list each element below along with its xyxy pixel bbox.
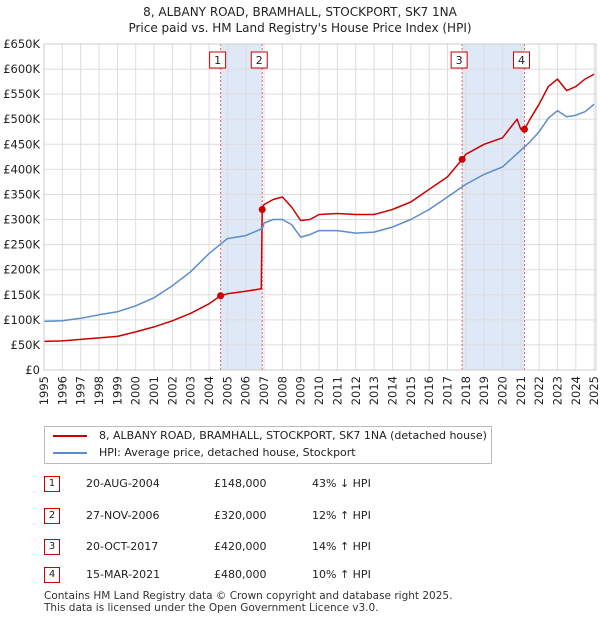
sale-point (258, 206, 266, 214)
shaded-period (462, 44, 525, 370)
transaction-date: 15-MAR-2021 (86, 568, 161, 581)
sale-number-box (209, 51, 227, 69)
sale-number-box (512, 51, 530, 69)
x-tick-label: 2006 (239, 376, 253, 405)
x-tick-label: 1999 (110, 376, 124, 405)
y-tick-label: £250K (3, 238, 40, 252)
sale-number-label: 3 (456, 54, 463, 67)
x-tick-label: 2024 (569, 376, 583, 405)
sale-point (458, 155, 466, 163)
y-tick-label: £400K (3, 162, 40, 176)
transaction-hpi-diff: 43% ↓ HPI (312, 477, 371, 490)
x-tick-label: 2025 (587, 376, 600, 405)
transaction-date: 20-OCT-2017 (86, 540, 159, 553)
legend-label-hpi: HPI: Average price, detached house, Stoc… (99, 446, 356, 459)
x-tick-label: 2020 (495, 376, 509, 405)
legend-swatch-property (53, 435, 87, 437)
transaction-hpi-diff: 14% ↑ HPI (312, 540, 371, 553)
transaction-hpi-diff: 10% ↑ HPI (312, 568, 371, 581)
sale-number-box (450, 51, 468, 69)
x-tick-label: 2021 (514, 376, 528, 405)
transaction-row: 4 15-MAR-2021 £480,000 10% ↑ HPI (0, 566, 600, 584)
x-tick-label: 2001 (147, 376, 161, 405)
transaction-hpi-diff: 12% ↑ HPI (312, 509, 371, 522)
transaction-price: £480,000 (214, 568, 267, 581)
y-tick-label: £100K (3, 313, 40, 327)
sale-number-label: 4 (518, 54, 525, 67)
sale-number-label: 1 (214, 54, 221, 67)
x-tick-label: 2008 (275, 376, 289, 405)
x-tick-label: 2007 (257, 376, 271, 405)
x-tick-label: 1996 (55, 376, 69, 405)
transaction-number-badge: 4 (44, 567, 60, 583)
x-tick-label: 2018 (459, 376, 473, 405)
y-tick-label: £350K (3, 187, 40, 201)
y-tick-label: £450K (3, 137, 40, 151)
sale-number-label: 2 (256, 54, 263, 67)
transaction-number-badge: 1 (44, 476, 60, 492)
x-tick-label: 2016 (422, 376, 436, 405)
y-tick-label: £600K (3, 62, 40, 76)
y-tick-label: £150K (3, 288, 40, 302)
y-tick-label: £200K (3, 263, 40, 277)
sale-point (520, 125, 528, 133)
x-tick-label: 2023 (550, 376, 564, 405)
footer-copyright: Contains HM Land Registry data © Crown c… (44, 590, 452, 614)
legend-label-property: 8, ALBANY ROAD, BRAMHALL, STOCKPORT, SK7… (99, 429, 487, 442)
x-tick-label: 2009 (294, 376, 308, 405)
x-tick-label: 2019 (477, 376, 491, 405)
price-chart: £0 £50K £100K £150K £200K £250K £300K £350K £400… (3, 37, 600, 405)
y-tick-label: £50K (11, 338, 41, 352)
chart-title-line1: 8, ALBANY ROAD, BRAMHALL, STOCKPORT, SK7… (143, 5, 457, 19)
y-tick-label: £0 (25, 363, 40, 377)
transaction-date: 20-AUG-2004 (86, 477, 160, 490)
y-tick-label: £300K (3, 213, 40, 227)
transaction-price: £420,000 (214, 540, 267, 553)
legend-swatch-hpi (53, 452, 87, 454)
x-tick-label: 2015 (404, 376, 418, 405)
x-tick-label: 2017 (440, 376, 454, 405)
transaction-row: 1 20-AUG-2004 £148,000 43% ↓ HPI (0, 475, 600, 493)
x-tick-label: 2013 (367, 376, 381, 405)
x-tick-label: 2022 (532, 376, 546, 405)
property-price-line (43, 73, 595, 343)
x-tick-label: 2005 (220, 376, 234, 405)
transaction-number-badge: 3 (44, 539, 60, 555)
footer-line-2: This data is licensed under the Open Gov… (44, 602, 379, 614)
transaction-row: 2 27-NOV-2006 £320,000 12% ↑ HPI (0, 507, 600, 525)
sale-number-box (250, 51, 268, 69)
plot-frame (43, 43, 597, 371)
hpi-line (43, 103, 595, 323)
transaction-row: 3 20-OCT-2017 £420,000 14% ↑ HPI (0, 538, 600, 556)
x-tick-label: 2004 (202, 376, 216, 405)
x-tick-label: 1995 (37, 376, 51, 405)
transaction-price: £148,000 (214, 477, 267, 490)
transaction-number-badge: 2 (44, 508, 60, 524)
footer-line-1: Contains HM Land Registry data © Crown c… (44, 590, 453, 602)
x-tick-label: 2003 (184, 376, 198, 405)
x-tick-label: 1997 (74, 376, 88, 405)
x-tick-label: 1998 (92, 376, 106, 405)
sale-point (217, 292, 225, 300)
x-tick-label: 2014 (385, 376, 399, 405)
transaction-date: 27-NOV-2006 (86, 509, 160, 522)
x-tick-label: 2010 (312, 376, 326, 405)
chart-legend: 8, ALBANY ROAD, BRAMHALL, STOCKPORT, SK7… (44, 426, 492, 464)
shaded-period (220, 44, 263, 370)
x-tick-label: 2000 (129, 376, 143, 405)
y-tick-label: £650K (3, 37, 40, 51)
x-tick-label: 2012 (349, 376, 363, 405)
x-tick-label: 2002 (165, 376, 179, 405)
chart-title-line2: Price paid vs. HM Land Registry's House … (128, 21, 472, 35)
y-tick-label: £500K (3, 112, 40, 126)
transaction-price: £320,000 (214, 509, 267, 522)
x-tick-label: 2011 (330, 376, 344, 405)
y-tick-label: £550K (3, 87, 40, 101)
